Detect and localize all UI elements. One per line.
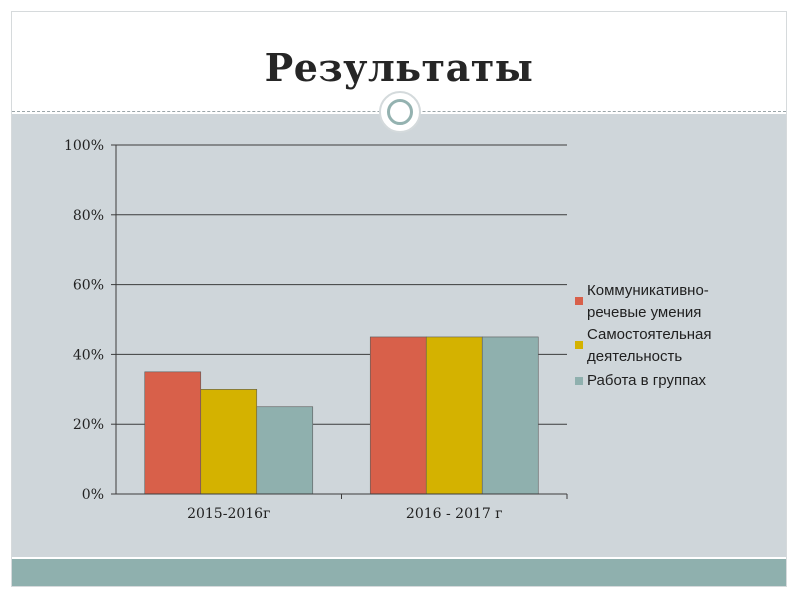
bar-3-2 [481, 336, 539, 495]
y-tick-label: 80% [73, 208, 104, 224]
y-axis-ticks: 0% 20% 40% 60% 80% 100% [64, 138, 104, 503]
y-tick-label: 100% [64, 138, 104, 154]
legend-label: Коммуникативно- [587, 282, 709, 299]
bar-1-2 [369, 336, 427, 495]
legend-label: деятельность [587, 348, 682, 365]
x-category-label: 2016 - 2017 г [406, 506, 503, 522]
y-tick-label: 60% [73, 278, 104, 294]
circle-ornament-icon [379, 91, 421, 133]
bar-2-1 [200, 388, 258, 495]
legend-label: Работа в группах [587, 372, 707, 389]
chart-bars [144, 336, 539, 495]
y-tick-label: 40% [73, 347, 104, 363]
x-axis-categories: 2015-2016г 2016 - 2017 г [187, 506, 503, 522]
bar-3-1 [256, 406, 314, 495]
y-tick-label: 0% [82, 487, 104, 503]
footer-separator [12, 557, 786, 559]
x-category-label: 2015-2016г [187, 506, 270, 522]
footer-band [12, 559, 786, 586]
legend-marker [575, 341, 583, 349]
circle-ornament-inner [387, 99, 413, 125]
legend-marker [575, 297, 583, 305]
bar-2-2 [425, 336, 483, 495]
chart-axes [111, 144, 568, 499]
legend-label: речевые умения [587, 304, 701, 321]
legend-label: Самостоятельная [587, 326, 712, 343]
bar-chart: 0% 20% 40% 60% 80% 100% 2015-2016г 2016 - 2017… [64, 138, 712, 522]
y-tick-label: 20% [73, 417, 104, 433]
bar-1-1 [144, 371, 202, 495]
slide: Результаты 0% 20% 40% 60% 80% 100% 2015-2016г… [11, 11, 787, 587]
slide-title: Результаты [264, 45, 534, 90]
chart-legend: Коммуникативно-речевые умения Самостоятел… [575, 282, 712, 389]
legend-marker [575, 377, 583, 385]
